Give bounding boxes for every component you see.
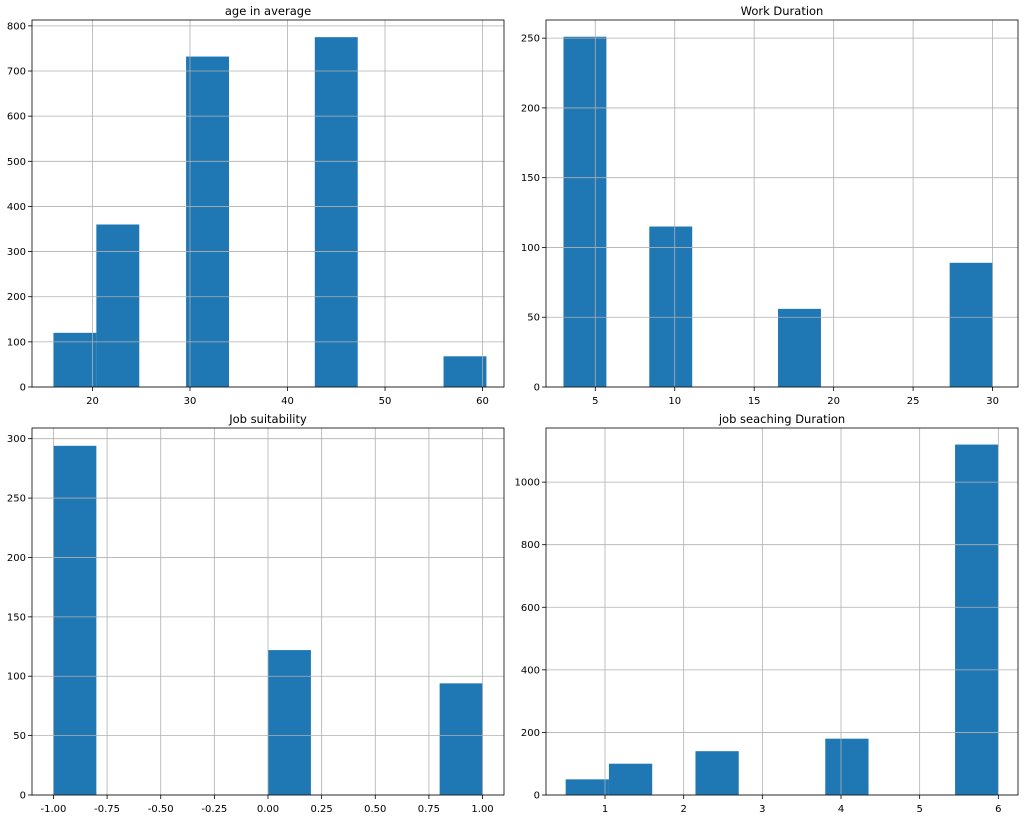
x-tick-label: 15 bbox=[748, 396, 761, 407]
histogram-bar bbox=[443, 356, 487, 387]
x-tick-label: 10 bbox=[668, 396, 681, 407]
x-tick-label: 20 bbox=[86, 396, 99, 407]
x-tick-label: 0.00 bbox=[257, 804, 279, 815]
x-tick-label: 40 bbox=[281, 396, 294, 407]
x-tick-label: -1.00 bbox=[41, 804, 67, 815]
histogram-bar bbox=[608, 763, 653, 795]
y-tick-label: 100 bbox=[7, 672, 26, 683]
x-tick-label: -0.75 bbox=[94, 804, 120, 815]
histogram-job-seaching-duration: 1 2 3 4 5 6 0 200 400 600 800 1000 job seaching Dura… bbox=[515, 412, 1019, 815]
x-tick-label: 0.75 bbox=[418, 804, 440, 815]
histogram-bar bbox=[955, 444, 999, 795]
histogram-work-duration: 5 10 15 20 25 30 0 50 100 150 200 250 Work Duration bbox=[521, 4, 1019, 407]
axes-frame bbox=[545, 19, 1019, 388]
x-tick-label: 1.00 bbox=[471, 804, 493, 815]
chart-title: Work Duration bbox=[741, 4, 824, 18]
x-tick-label: 20 bbox=[827, 396, 840, 407]
x-tick-label: -0.25 bbox=[201, 804, 227, 815]
y-tick-label: 700 bbox=[7, 67, 26, 78]
x-tick-label: -0.50 bbox=[148, 804, 174, 815]
histogram-bar bbox=[53, 445, 97, 795]
histogram-bar bbox=[649, 226, 693, 387]
axes-frame bbox=[31, 19, 505, 388]
histogram-bar bbox=[96, 224, 140, 387]
x-tick-label: 1 bbox=[602, 804, 608, 815]
y-tick-label: 200 bbox=[521, 728, 540, 739]
histogram-bar bbox=[825, 738, 869, 795]
y-tick-label: 100 bbox=[7, 337, 26, 348]
x-tick-label: 0.50 bbox=[364, 804, 386, 815]
histogram-bar bbox=[186, 56, 229, 388]
chart-title: Job suitability bbox=[228, 412, 307, 426]
y-tick-label: 0 bbox=[534, 791, 540, 802]
histogram-bar bbox=[268, 650, 311, 795]
x-tick-label: 0.25 bbox=[311, 804, 333, 815]
y-tick-label: 500 bbox=[7, 157, 26, 168]
histogram-bar bbox=[695, 751, 739, 795]
y-tick-label: 400 bbox=[7, 202, 26, 213]
x-tick-label: 30 bbox=[184, 396, 197, 407]
histogram-bar bbox=[439, 683, 483, 795]
x-tick-label: 30 bbox=[986, 396, 999, 407]
y-tick-label: 200 bbox=[7, 553, 26, 564]
histogram-bar bbox=[53, 332, 97, 387]
histogram-bar bbox=[314, 37, 358, 388]
histogram-bar bbox=[565, 779, 609, 795]
y-tick-label: 1000 bbox=[515, 478, 540, 489]
y-tick-label: 150 bbox=[7, 612, 26, 623]
y-tick-label: 200 bbox=[7, 292, 26, 303]
y-tick-label: 200 bbox=[521, 103, 540, 114]
x-tick-label: 2 bbox=[680, 804, 686, 815]
chart-title: job seaching Duration bbox=[718, 412, 845, 426]
y-tick-label: 50 bbox=[13, 731, 26, 742]
axes-frame bbox=[545, 427, 1019, 796]
x-tick-label: 3 bbox=[759, 804, 765, 815]
y-tick-label: 300 bbox=[7, 434, 26, 445]
histogram-bar bbox=[949, 262, 993, 387]
x-tick-label: 50 bbox=[379, 396, 392, 407]
chart-title: age in average bbox=[225, 4, 311, 18]
y-tick-label: 250 bbox=[521, 34, 540, 45]
y-tick-label: 800 bbox=[7, 21, 26, 32]
histogram-job-suitability: -1.00 -0.75 -0.50 -0.25 0.00 0.25 0.50 0.75 1.00… bbox=[7, 412, 505, 815]
x-tick-label: 4 bbox=[838, 804, 844, 815]
x-tick-label: 60 bbox=[476, 396, 489, 407]
x-tick-label: 6 bbox=[995, 804, 1001, 815]
y-tick-label: 0 bbox=[20, 383, 26, 394]
y-tick-label: 800 bbox=[521, 540, 540, 551]
y-tick-label: 600 bbox=[521, 603, 540, 614]
histogram-bar bbox=[563, 36, 607, 387]
x-tick-label: 5 bbox=[592, 396, 598, 407]
y-tick-label: 300 bbox=[7, 247, 26, 258]
histogram-bar bbox=[778, 308, 821, 387]
x-tick-label: 25 bbox=[907, 396, 920, 407]
y-tick-label: 50 bbox=[527, 313, 540, 324]
y-tick-label: 0 bbox=[534, 383, 540, 394]
y-tick-label: 100 bbox=[521, 243, 540, 254]
y-tick-label: 0 bbox=[20, 791, 26, 802]
x-tick-label: 5 bbox=[916, 804, 922, 815]
y-tick-label: 150 bbox=[521, 173, 540, 184]
y-tick-label: 400 bbox=[521, 665, 540, 676]
y-tick-label: 250 bbox=[7, 494, 26, 505]
y-tick-label: 600 bbox=[7, 112, 26, 123]
